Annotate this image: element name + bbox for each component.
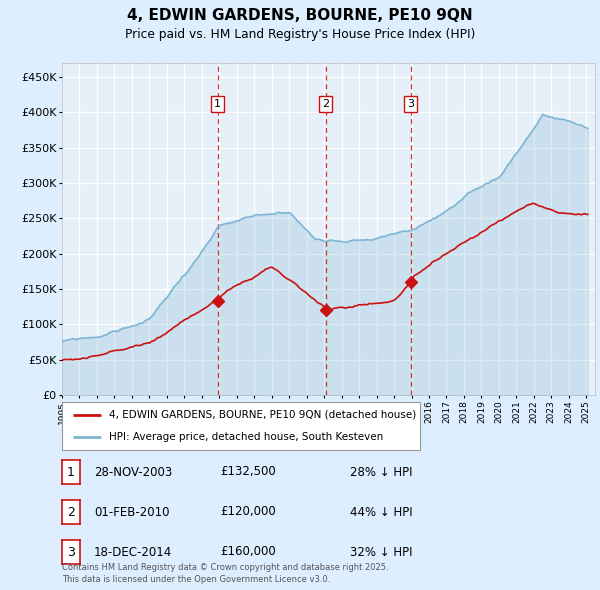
Text: Contains HM Land Registry data © Crown copyright and database right 2025.: Contains HM Land Registry data © Crown c… [62,562,389,572]
Text: 28-NOV-2003: 28-NOV-2003 [94,466,172,478]
Text: This data is licensed under the Open Government Licence v3.0.: This data is licensed under the Open Gov… [62,575,331,584]
Text: 4, EDWIN GARDENS, BOURNE, PE10 9QN (detached house): 4, EDWIN GARDENS, BOURNE, PE10 9QN (deta… [109,410,416,420]
Text: 2: 2 [322,99,329,109]
Text: Price paid vs. HM Land Registry's House Price Index (HPI): Price paid vs. HM Land Registry's House … [125,28,475,41]
Text: HPI: Average price, detached house, South Kesteven: HPI: Average price, detached house, Sout… [109,432,383,442]
Text: 3: 3 [67,546,75,559]
Text: 18-DEC-2014: 18-DEC-2014 [94,546,172,559]
Text: 3: 3 [407,99,415,109]
Text: £132,500: £132,500 [220,466,276,478]
Text: 01-FEB-2010: 01-FEB-2010 [94,506,170,519]
Text: 44% ↓ HPI: 44% ↓ HPI [350,506,413,519]
Text: 28% ↓ HPI: 28% ↓ HPI [350,466,413,478]
Text: £120,000: £120,000 [220,506,276,519]
Text: 1: 1 [67,466,75,478]
Text: 32% ↓ HPI: 32% ↓ HPI [350,546,413,559]
Text: 4, EDWIN GARDENS, BOURNE, PE10 9QN: 4, EDWIN GARDENS, BOURNE, PE10 9QN [127,8,473,23]
Text: 2: 2 [67,506,75,519]
Text: £160,000: £160,000 [220,546,276,559]
Text: 1: 1 [214,99,221,109]
